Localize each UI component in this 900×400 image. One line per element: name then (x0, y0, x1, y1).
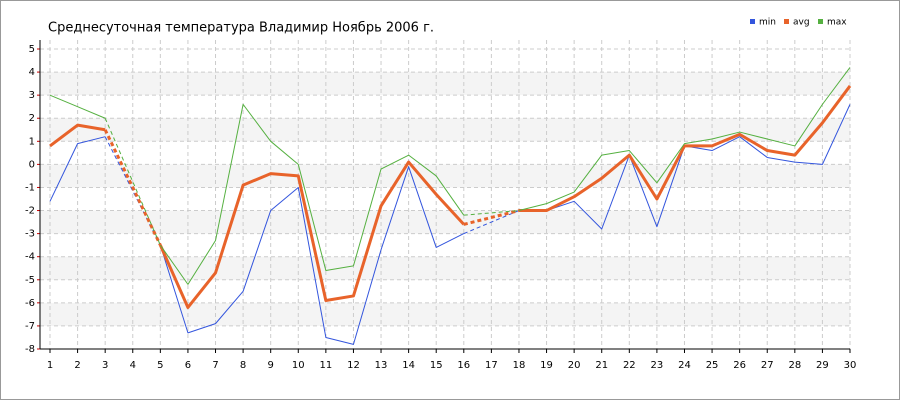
gap-bridge (463, 210, 520, 235)
y-tick-label: 0 (29, 159, 35, 170)
y-tick-label: 2 (29, 113, 35, 124)
x-tick-label: 29 (816, 360, 829, 371)
x-tick-label: 11 (319, 360, 332, 371)
gap-bridge (463, 210, 520, 216)
x-tick-label: 9 (268, 360, 274, 371)
y-tick-label: -1 (25, 182, 35, 193)
x-tick-label: 20 (568, 360, 581, 371)
x-tick-label: 4 (130, 360, 136, 371)
series-line (159, 166, 465, 345)
band (40, 210, 850, 234)
x-tick-label: 8 (240, 360, 246, 371)
x-tick-label: 14 (402, 360, 415, 371)
legend-label: max (827, 18, 847, 28)
y-tick-label: 1 (29, 136, 35, 147)
y-tick-label: 3 (29, 90, 35, 101)
x-tick-label: 23 (651, 360, 664, 371)
x-tick-label: 6 (185, 360, 191, 371)
x-tick-label: 13 (375, 360, 388, 371)
x-tick-label: 16 (457, 360, 470, 371)
x-tick-label: 25 (706, 360, 719, 371)
y-tick-label: -3 (25, 229, 35, 240)
y-tick-label: -2 (25, 206, 35, 217)
x-tick-label: 19 (540, 360, 553, 371)
x-tick-label: 30 (844, 360, 857, 371)
band (40, 72, 850, 96)
legend-swatch (750, 19, 755, 24)
legend-label: avg (793, 18, 810, 28)
x-tick-label: 22 (623, 360, 636, 371)
x-tick-label: 12 (347, 360, 360, 371)
x-tick-label: 3 (102, 360, 108, 371)
x-tick-label: 28 (788, 360, 801, 371)
series-line (518, 67, 851, 212)
gap-bridge (103, 129, 162, 246)
legend-swatch (784, 19, 789, 24)
y-tick-label: -8 (25, 344, 35, 355)
x-tick-label: 15 (430, 360, 443, 371)
y-tick-label: -5 (25, 275, 35, 286)
y-tick-label: -6 (25, 298, 35, 309)
series-line (49, 123, 106, 148)
y-tick-label: 5 (29, 44, 35, 55)
series-line (518, 85, 852, 213)
x-tick-label: 7 (212, 360, 218, 371)
band (40, 302, 850, 326)
y-tick-label: -7 (25, 321, 35, 332)
x-tick-label: 24 (678, 360, 691, 371)
band (40, 164, 850, 188)
x-tick-label: 27 (761, 360, 774, 371)
series-line (159, 103, 465, 285)
y-tick-label: -4 (25, 252, 35, 263)
legend-label: min (759, 18, 776, 28)
band (40, 256, 850, 280)
band (40, 118, 850, 142)
gap-bridge (463, 209, 520, 226)
x-tick-label: 17 (485, 360, 498, 371)
x-tick-label: 1 (47, 360, 53, 371)
x-tick-label: 26 (733, 360, 746, 371)
legend-swatch (818, 19, 823, 24)
series-line (49, 94, 106, 119)
x-tick-label: 5 (157, 360, 163, 371)
chart-title: Среднесуточная температура Владимир Нояб… (48, 21, 434, 36)
x-tick-label: 18 (513, 360, 526, 371)
series-line (158, 160, 465, 309)
x-tick-label: 2 (74, 360, 80, 371)
y-tick-label: 4 (29, 67, 35, 78)
gap-bridge (104, 118, 161, 246)
x-tick-label: 10 (292, 360, 305, 371)
x-tick-label: 21 (595, 360, 608, 371)
series-line (49, 136, 106, 202)
